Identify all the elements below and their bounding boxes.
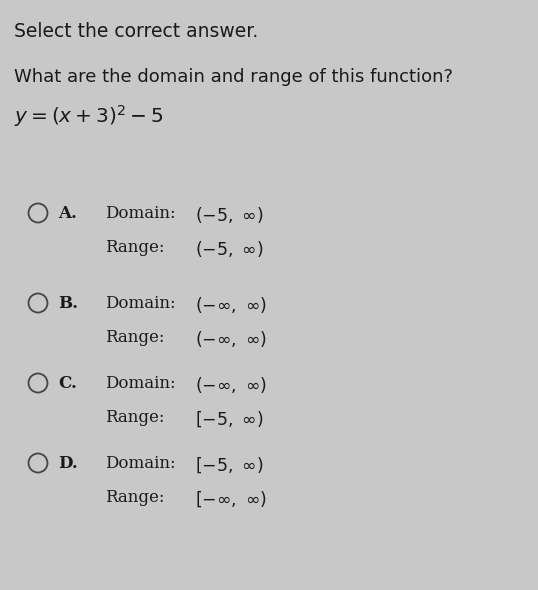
Text: $(-5,\ \infty)$: $(-5,\ \infty)$ — [195, 239, 264, 259]
Text: Range:: Range: — [105, 409, 165, 426]
Text: Range:: Range: — [105, 239, 165, 256]
Text: $y = (x + 3)^2 - 5$: $y = (x + 3)^2 - 5$ — [14, 103, 164, 129]
Text: D.: D. — [58, 455, 78, 472]
Text: $(-\infty,\ \infty)$: $(-\infty,\ \infty)$ — [195, 329, 267, 349]
Text: $(-5,\ \infty)$: $(-5,\ \infty)$ — [195, 205, 264, 225]
Text: Range:: Range: — [105, 489, 165, 506]
Text: $(-\infty,\ \infty)$: $(-\infty,\ \infty)$ — [195, 295, 267, 315]
Text: Range:: Range: — [105, 329, 165, 346]
Text: Domain:: Domain: — [105, 375, 175, 392]
Text: $(-\infty,\ \infty)$: $(-\infty,\ \infty)$ — [195, 375, 267, 395]
Text: Select the correct answer.: Select the correct answer. — [14, 22, 258, 41]
Text: $[-5,\ \infty)$: $[-5,\ \infty)$ — [195, 409, 264, 428]
Text: $[-\infty,\ \infty)$: $[-\infty,\ \infty)$ — [195, 489, 267, 509]
Text: What are the domain and range of this function?: What are the domain and range of this fu… — [14, 68, 453, 86]
Text: C.: C. — [58, 375, 77, 392]
Text: A.: A. — [58, 205, 77, 222]
Text: Domain:: Domain: — [105, 205, 175, 222]
Text: B.: B. — [58, 295, 78, 312]
Text: $[-5,\ \infty)$: $[-5,\ \infty)$ — [195, 455, 264, 474]
Text: Domain:: Domain: — [105, 455, 175, 472]
Text: Domain:: Domain: — [105, 295, 175, 312]
